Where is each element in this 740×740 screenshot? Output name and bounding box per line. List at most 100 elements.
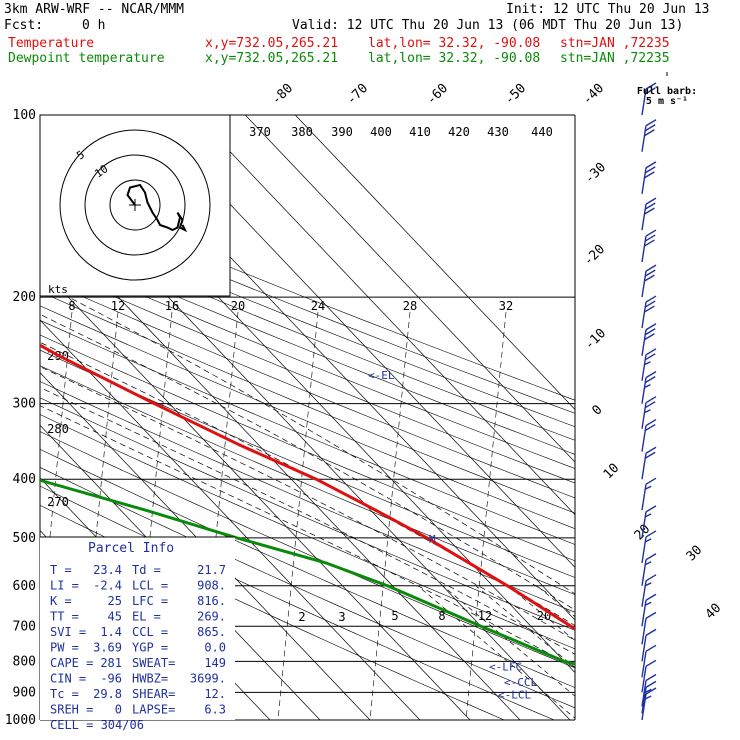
wind-barb-800: [641, 628, 657, 662]
pressure-labels: 100 200 300 400 500 600 700 800 900 1000: [5, 108, 36, 728]
wind-speed-label-16: 16: [165, 299, 179, 313]
mixing-ratio-12: [536, 585, 575, 618]
wind-barb-staff: [641, 377, 647, 404]
wind-barb-flag: [644, 451, 656, 459]
dry-adiabat-410: [40, 250, 575, 469]
isotherm-label--20: -20: [581, 242, 608, 269]
parcel-key-right: SHEAR=: [132, 687, 175, 701]
wind-barb-115: [641, 119, 657, 152]
wind-barb-flag: [644, 401, 656, 409]
wind-barb-flag: [645, 530, 657, 538]
wind-barb-700: [641, 593, 657, 627]
parcel-cell: CELL = 304/06: [50, 718, 144, 732]
pressure-label-300: 300: [13, 397, 36, 412]
isotherm-40: [244, 115, 575, 463]
theta-left-label-280: 280: [47, 422, 69, 436]
dry-adiabat-450: [40, 200, 575, 414]
wind-barb-flag: [645, 323, 657, 331]
parcel-key-left: Tc =: [50, 687, 79, 701]
parcel-val-right: 816.: [197, 594, 226, 608]
parcel-key-left: SVI =: [50, 625, 86, 639]
wind-barb-600: [641, 553, 657, 586]
sounding-traces: [40, 343, 575, 666]
wind-barb-flag: [645, 119, 657, 127]
wind-barb-flag: [645, 659, 657, 667]
dewpoint-latlon: lat,lon= 32.32, -90.08: [368, 51, 541, 66]
mixing-ratio-2: [417, 585, 575, 719]
wind-barb-half: [644, 561, 652, 566]
theta-label-410: 410: [409, 125, 431, 139]
barb-legend-value: 5 m s⁻¹: [646, 96, 688, 107]
wind-barb-staff: [641, 235, 647, 263]
dry-adiabat-320: [40, 381, 575, 613]
wind-barb-flag: [645, 628, 657, 636]
dry-adiabat-420: [40, 237, 575, 455]
mixing-ratio-label-2: 2: [298, 610, 305, 624]
wind-speed-label-12: 12: [111, 299, 125, 313]
parcel-val-left: 281: [100, 656, 122, 670]
hodograph-ring-0: [109, 179, 161, 231]
wind-barb-flag: [645, 264, 657, 272]
parcel-val-right: 269.: [197, 610, 226, 624]
valid-time: Valid: 12 UTC Thu 20 Jun 13 (06 MDT Thu …: [292, 18, 684, 33]
parcel-val-right: 149: [204, 656, 226, 670]
wind-barb-200: [641, 264, 657, 298]
pressure-label-1000: 1000: [5, 713, 36, 728]
isotherm-label-0: 0: [589, 402, 605, 418]
wind-barb-950: [641, 673, 657, 707]
theta-label-440: 440: [531, 125, 553, 139]
parcel-val-right: 908.: [197, 579, 226, 593]
pressure-label-400: 400: [13, 472, 36, 487]
wind-barb-flag: [645, 553, 657, 561]
dewpoint-station: stn=JAN ,72235: [560, 51, 670, 66]
isotherm-30: [194, 115, 575, 516]
parcel-key-left: CIN =: [50, 672, 86, 686]
parcel-key-right: LAPSE=: [132, 703, 175, 717]
parcel-info-box: Parcel Info T = 23.4 Td = 21.7 LI = -2.4 LCL = 9…: [40, 536, 235, 732]
theta-label-390: 390: [331, 125, 353, 139]
parcel-val-right: 12.: [204, 687, 226, 701]
wind-barb-300: [641, 371, 657, 404]
wind-barb-flag: [644, 129, 655, 137]
parcel-val-left: -2.4: [93, 579, 122, 593]
theta-left-label-270: 270: [47, 495, 69, 509]
dry-adiabat-280: [40, 448, 575, 688]
isotherm-label-30: 30: [684, 543, 706, 565]
wind-barb-staff: [641, 618, 647, 645]
parcel-val-right: 6.3: [204, 703, 226, 717]
parcel-key-right: YGP =: [132, 641, 168, 655]
wind-barb-flag: [644, 376, 656, 384]
parcel-val-left: 23.4: [93, 563, 122, 577]
parcel-key-right: SWEAT=: [132, 656, 175, 670]
wind-speed-label-8: 8: [68, 299, 75, 313]
temperature-xy: x,y=732.05,265.21: [205, 36, 339, 51]
wind-barb-flag: [644, 305, 655, 313]
lfc-marker: <-LFC: [489, 661, 522, 674]
init-time: Init: 12 UTC Thu 20 Jun 13: [506, 2, 710, 17]
wind-barb-staff: [641, 484, 647, 511]
hodograph-ring-1: [84, 154, 186, 256]
wind-barb-flag: [645, 418, 657, 427]
parcel-info-title: Parcel Info: [88, 541, 174, 556]
wind-speed-label-20: 20: [231, 299, 245, 313]
wind-barb-flag: [645, 197, 657, 205]
wind-barb-975: [641, 680, 657, 714]
wind-barb-flag: [644, 166, 656, 174]
wind-barb-staff: [641, 271, 647, 298]
wind-speed-line-28: [369, 311, 411, 720]
dry-adiabat-400: [40, 263, 575, 484]
wind-barb-flag: [645, 295, 657, 303]
dewpoint-trace: [40, 478, 575, 666]
wind-barb-half: [644, 695, 652, 700]
parcel-val-right: 21.7: [197, 563, 226, 577]
wind-barb-half: [644, 384, 651, 389]
wind-barb-360: [641, 418, 657, 452]
theta-label-420: 420: [448, 125, 470, 139]
parcel-val-left: 29.8: [93, 687, 122, 701]
pressure-label-700: 700: [13, 619, 36, 634]
wind-barb-half: [644, 538, 652, 543]
wind-barb-100: [641, 82, 657, 116]
pressure-label-600: 600: [13, 579, 36, 594]
theta-label-400: 400: [370, 125, 392, 139]
wind-barb-half: [644, 485, 652, 490]
